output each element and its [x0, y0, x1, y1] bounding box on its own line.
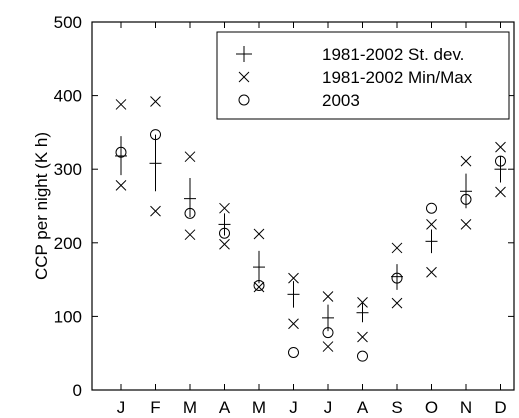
x-tick-label: F — [150, 398, 160, 417]
max-marker — [253, 228, 265, 240]
min-marker — [184, 229, 196, 241]
min-marker-stroke-b — [426, 266, 437, 278]
y-tick-label: 200 — [54, 234, 82, 253]
min-marker — [150, 205, 161, 217]
max-marker-stroke-b — [460, 155, 472, 167]
min-marker — [253, 281, 265, 293]
max-marker — [322, 291, 334, 302]
max-marker — [288, 272, 299, 284]
x-tick-label: J — [289, 398, 298, 417]
y-tick-label: 400 — [54, 87, 82, 106]
legend-symbol-2003 — [238, 94, 250, 106]
x-tick-label: M — [252, 398, 266, 417]
legend: 1981-2002 St. dev. 1981-2002 Min/Max 200… — [216, 31, 510, 120]
point-2003 — [460, 193, 472, 205]
min-marker-stroke-b — [184, 229, 196, 241]
max-marker-stroke-b — [115, 99, 127, 110]
point-2003 — [253, 279, 265, 291]
max-marker-stroke-b — [150, 96, 161, 107]
x-tick-label: A — [219, 398, 231, 417]
max-marker-stroke-b — [426, 219, 437, 230]
x-tick-label: D — [494, 398, 506, 417]
max-marker-stroke-b — [322, 291, 334, 302]
min-marker-stroke-b — [219, 238, 230, 250]
point-2003 — [426, 202, 437, 214]
min-marker-stroke-b — [322, 341, 334, 352]
max-marker — [115, 99, 127, 110]
legend-label-minmax: 1981-2002 Min/Max — [322, 68, 473, 87]
point-2003 — [219, 227, 230, 239]
max-marker — [150, 96, 161, 107]
min-marker-stroke-b — [391, 297, 403, 309]
point-2003 — [357, 350, 368, 362]
legend-symbols — [236, 46, 252, 106]
max-marker — [460, 155, 472, 167]
x-tick-label: O — [425, 398, 438, 417]
min-marker-stroke-b — [253, 281, 265, 293]
min-marker — [460, 219, 472, 230]
y-tick-label: 0 — [73, 381, 82, 400]
point-2003 — [495, 155, 506, 167]
max-marker-stroke-b — [288, 272, 299, 284]
min-marker — [495, 186, 506, 198]
y-tick-label: 100 — [54, 307, 82, 326]
legend-symbol-minmax-stroke-b — [238, 71, 250, 83]
y-tick-label: 300 — [54, 160, 82, 179]
min-marker-stroke-b — [460, 219, 472, 230]
min-marker-stroke-b — [150, 205, 161, 217]
x-tick-label: A — [357, 398, 369, 417]
max-marker — [219, 202, 230, 214]
max-marker — [426, 219, 437, 230]
legend-label-2003: 2003 — [322, 91, 360, 110]
min-marker — [322, 341, 334, 352]
data-marks — [115, 96, 507, 362]
min-marker — [219, 238, 230, 250]
point-2003 — [391, 272, 403, 284]
x-tick-label: J — [117, 398, 126, 417]
max-marker-stroke-b — [184, 151, 196, 163]
legend-symbol-minmax — [238, 71, 250, 83]
y-tick-label: 500 — [54, 13, 82, 32]
min-marker-stroke-b — [495, 186, 506, 198]
x-tick-label: J — [324, 398, 333, 417]
max-marker — [184, 151, 196, 163]
x-tick-label: S — [391, 398, 402, 417]
point-2003 — [322, 327, 334, 339]
min-marker — [115, 180, 127, 191]
max-marker-stroke-b — [253, 228, 265, 240]
y-axis-label: CCP per night (K h) — [32, 132, 51, 280]
point-2003 — [184, 207, 196, 219]
min-marker-stroke-b — [288, 318, 299, 330]
min-marker — [288, 318, 299, 330]
min-marker-stroke-b — [115, 180, 127, 191]
point-2003 — [150, 129, 161, 141]
max-marker-stroke-b — [357, 297, 368, 308]
max-marker — [357, 297, 368, 308]
y-axis: 0 100 200 300 400 500 — [54, 13, 514, 400]
x-tick-label: N — [460, 398, 472, 417]
point-2003 — [288, 346, 299, 358]
max-marker — [495, 141, 506, 153]
legend-label-stdev: 1981-2002 St. dev. — [322, 45, 464, 64]
max-marker — [391, 242, 403, 254]
min-marker-stroke-b — [357, 331, 368, 343]
point-2003 — [115, 146, 127, 158]
x-tick-label: M — [183, 398, 197, 417]
min-marker — [391, 297, 403, 309]
min-marker — [357, 331, 368, 343]
legend-box — [216, 31, 510, 120]
min-marker — [426, 266, 437, 278]
max-marker-stroke-b — [391, 242, 403, 254]
max-marker-stroke-b — [219, 202, 230, 214]
max-marker-stroke-b — [495, 141, 506, 153]
